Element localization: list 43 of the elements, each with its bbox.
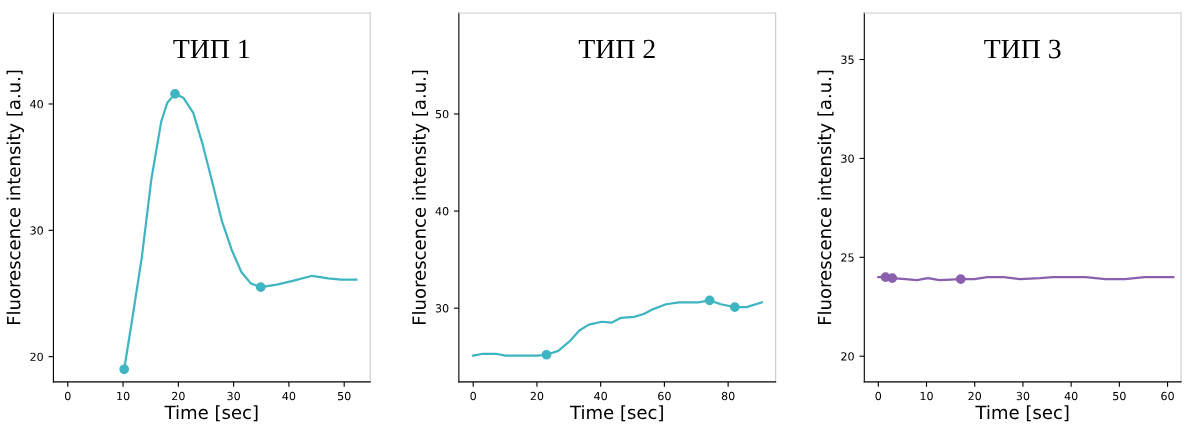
y-tick-label: 25 — [841, 253, 854, 262]
x-tick-label: 0 — [470, 391, 476, 401]
x-tick-label: 80 — [721, 391, 735, 401]
x-tick-label: 50 — [1113, 391, 1126, 401]
x-axis-title: Time [sec] — [975, 405, 1069, 422]
y-tick-label: 30 — [435, 304, 449, 313]
x-tick-label: 10 — [117, 391, 130, 401]
x-tick-label: 50 — [337, 391, 351, 401]
point — [119, 364, 130, 375]
x-tick-label: 60 — [1161, 391, 1174, 401]
x-tick-label: 40 — [282, 391, 296, 401]
x-tick-label: 30 — [1016, 391, 1030, 401]
x-tick-label: 20 — [968, 391, 982, 401]
x-tick-label: 0 — [64, 391, 71, 401]
x-tick-label: 30 — [227, 391, 240, 401]
point — [704, 295, 715, 306]
y-tick-label: 40 — [30, 99, 43, 109]
x-tick-label: 20 — [530, 391, 544, 401]
point — [255, 282, 266, 293]
text: ТИП 2 — [578, 39, 655, 59]
text: ТИП 3 — [984, 39, 1061, 59]
y-axis-title: Fluorescence intensity [a.u.] — [6, 70, 24, 325]
point — [729, 302, 740, 313]
y-tick-label: 50 — [435, 109, 449, 119]
x-tick-label: 10 — [920, 391, 933, 401]
text: ТИП 1 — [173, 39, 250, 59]
x-tick-label: 60 — [658, 391, 671, 401]
y-tick-label: 20 — [30, 352, 43, 362]
x-axis-title: Time [sec] — [569, 405, 663, 422]
y-tick-label: 30 — [841, 154, 854, 163]
x-tick-label: 20 — [172, 391, 185, 401]
x-tick-label: 40 — [594, 391, 607, 401]
point — [541, 349, 552, 360]
x-axis-title: Time [sec] — [164, 405, 258, 422]
y-tick-label: 20 — [841, 352, 854, 361]
y-tick-label: 35 — [841, 55, 854, 64]
y-tick-label: 40 — [435, 207, 449, 216]
x-tick-label: 40 — [1064, 391, 1078, 401]
y-axis-title: Fluorescence intensity [a.u.] — [817, 70, 835, 325]
y-axis-title: Fluorescence intensity [a.u.] — [411, 70, 430, 325]
x-tick-label: 0 — [875, 391, 882, 401]
y-tick-label: 30 — [30, 226, 43, 235]
point — [170, 89, 180, 99]
